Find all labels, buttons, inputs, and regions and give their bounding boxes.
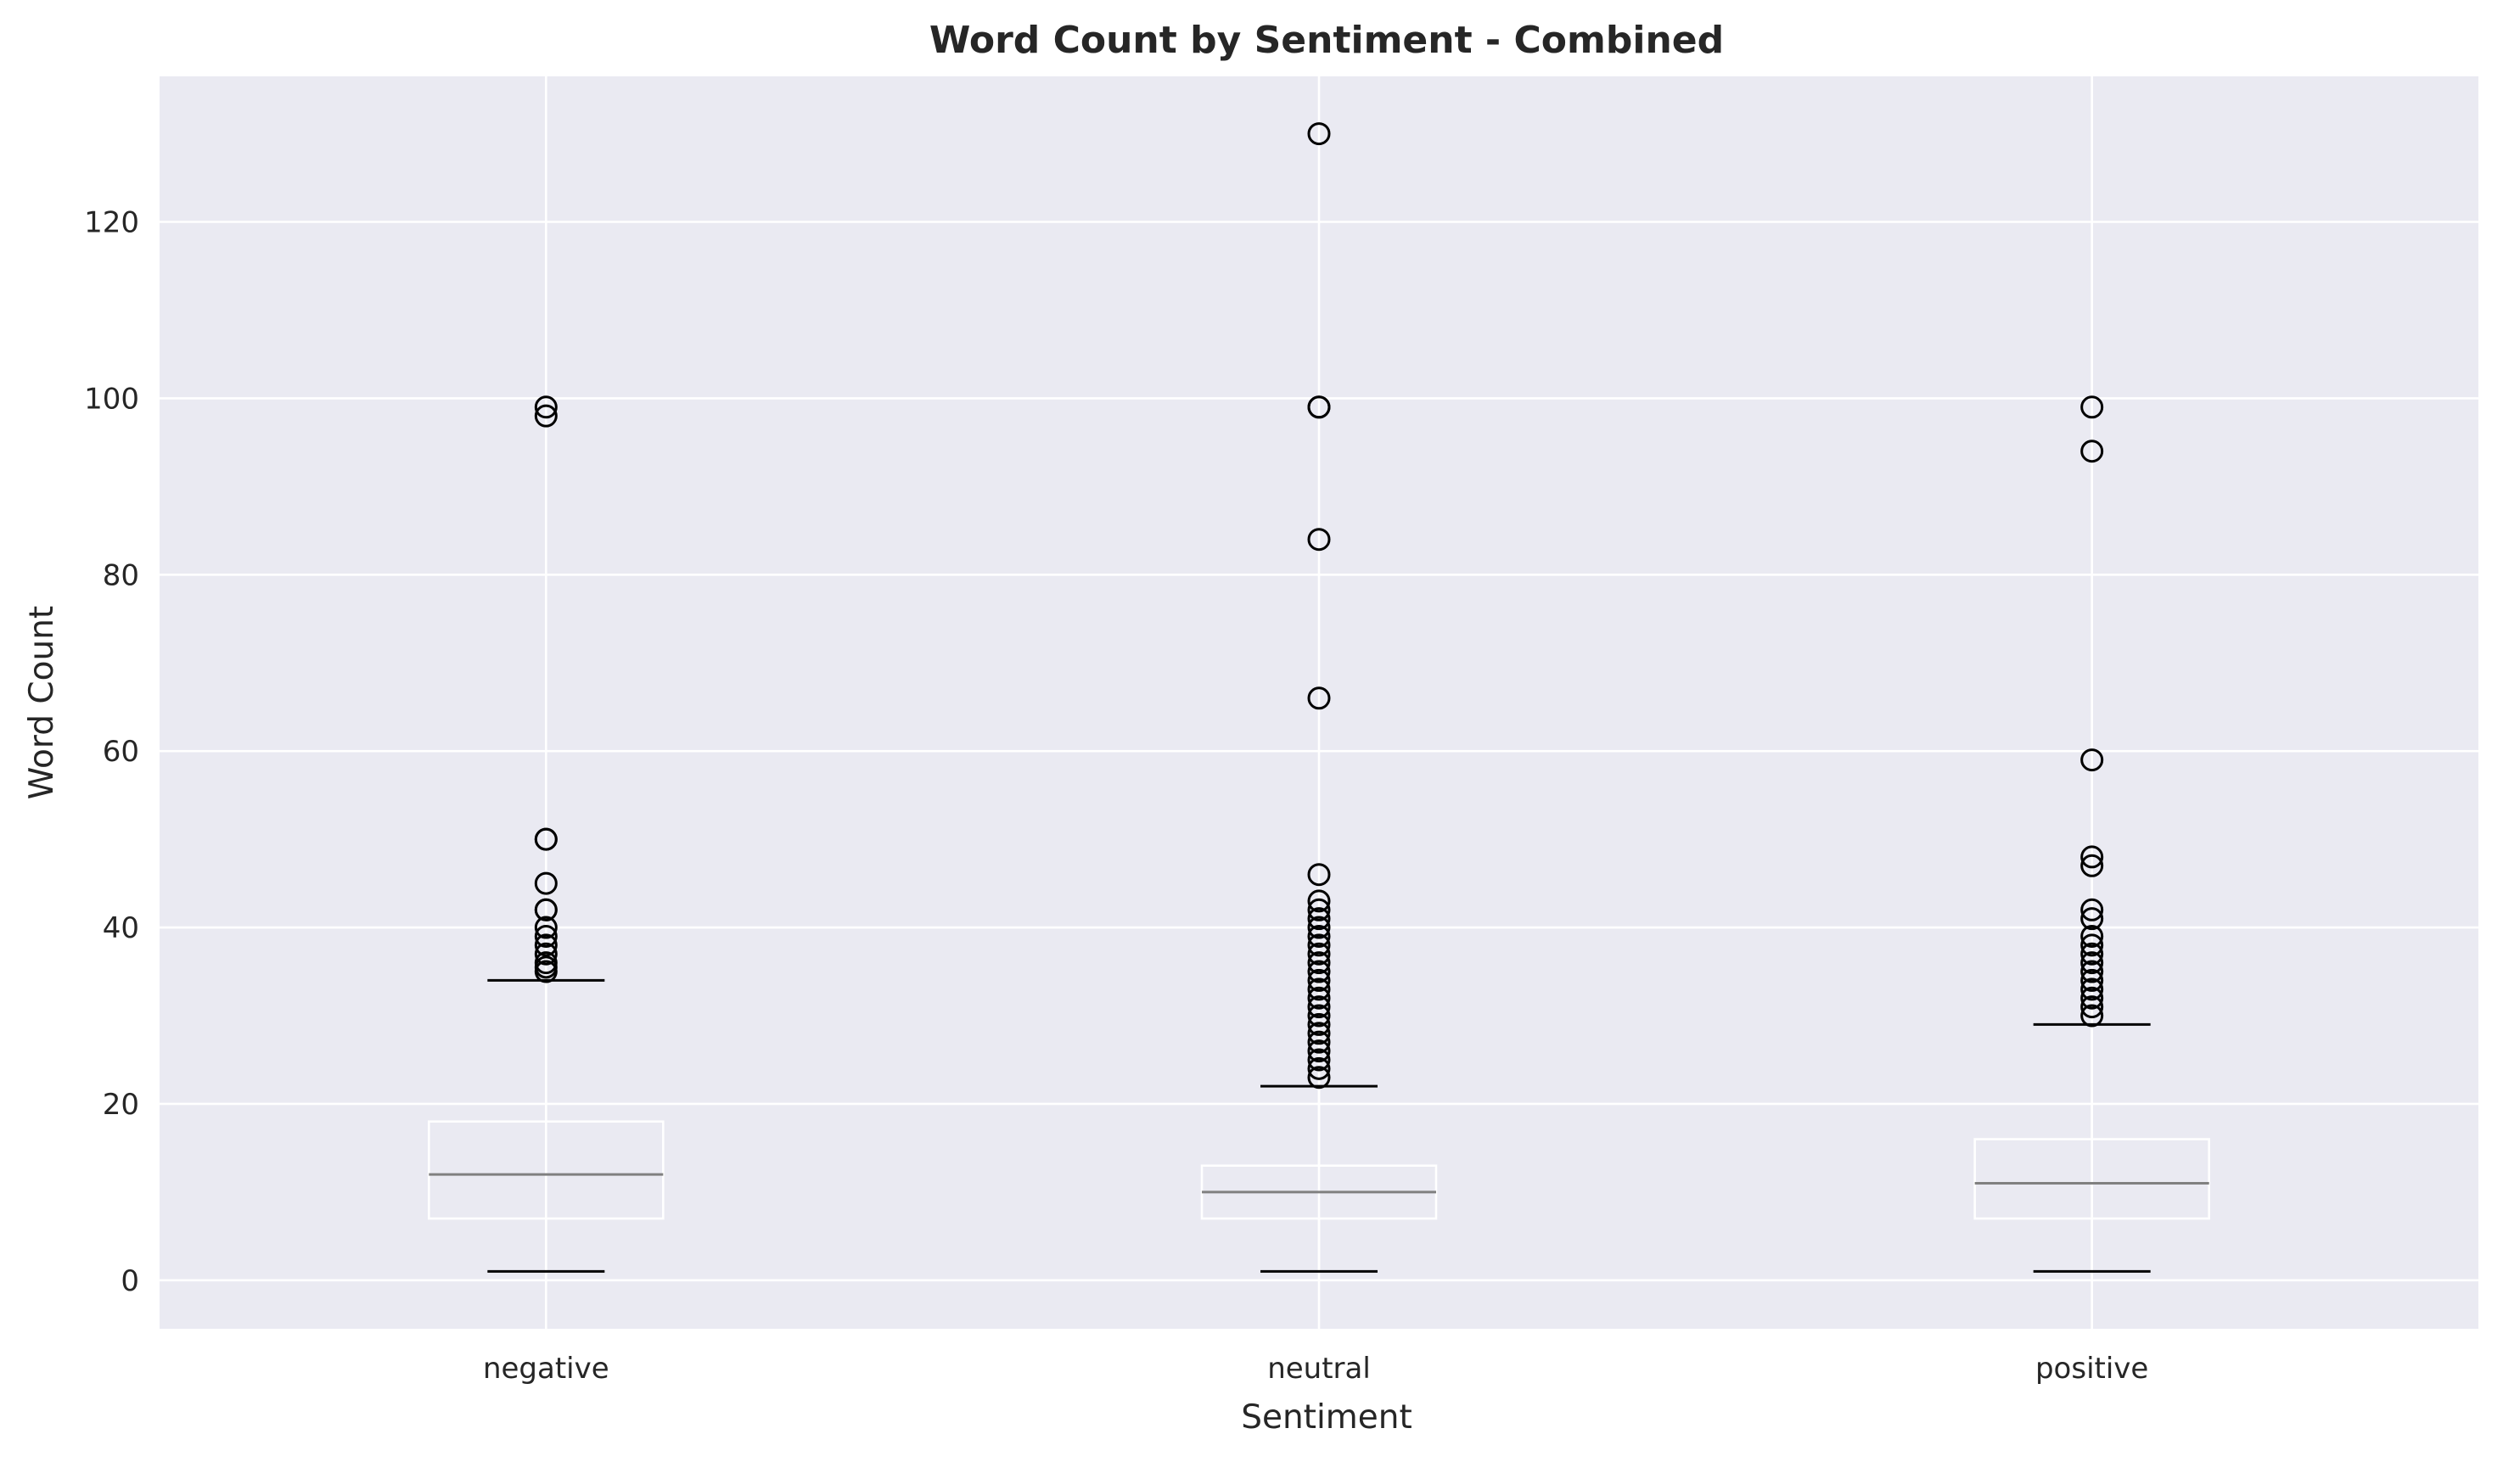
outlier-point bbox=[1307, 1039, 1331, 1063]
outlier-point bbox=[534, 395, 558, 419]
outlier-point bbox=[2080, 933, 2104, 957]
outlier-point bbox=[1307, 1022, 1331, 1045]
outlier-point bbox=[534, 404, 558, 428]
iqr-box bbox=[428, 1120, 665, 1220]
boxplot-neutral bbox=[1200, 122, 1438, 1273]
y-tick-label: 60 bbox=[103, 735, 139, 769]
outlier-point bbox=[2080, 907, 2104, 931]
outlier-point bbox=[534, 942, 558, 966]
outlier-point bbox=[1307, 977, 1331, 1001]
outlier-point bbox=[1307, 924, 1331, 948]
iqr-box bbox=[1973, 1138, 2210, 1220]
y-axis-label: Word Count bbox=[23, 606, 61, 799]
outlier-point bbox=[2080, 942, 2104, 966]
outlier-point bbox=[1307, 916, 1331, 939]
outlier-point bbox=[1307, 395, 1331, 419]
tick-layer: 0 20 40 60 80 100 120 negative neutral positive bbox=[84, 206, 2148, 1386]
outlier-point bbox=[1307, 1030, 1331, 1054]
outlier-point bbox=[1307, 122, 1331, 146]
outlier-point bbox=[2080, 748, 2104, 772]
outlier-point bbox=[534, 916, 558, 939]
outlier-point bbox=[534, 924, 558, 948]
x-tick-label: negative bbox=[483, 1352, 609, 1386]
outlier-point bbox=[1307, 898, 1331, 921]
outlier-point bbox=[1307, 528, 1331, 552]
outlier-point bbox=[1307, 995, 1331, 1019]
outlier-point bbox=[534, 827, 558, 851]
outlier-point bbox=[2080, 977, 2104, 1001]
outlier-point bbox=[2080, 995, 2104, 1019]
outlier-point bbox=[1307, 1004, 1331, 1028]
x-tick-label: neutral bbox=[1267, 1352, 1371, 1386]
outlier-point bbox=[2080, 898, 2104, 921]
boxplot-negative bbox=[428, 395, 665, 1273]
outlier-point bbox=[1307, 1012, 1331, 1036]
chart-title: Word Count by Sentiment - Combined bbox=[929, 19, 1724, 62]
outlier-point bbox=[1307, 889, 1331, 913]
y-tick-label: 100 bbox=[84, 382, 139, 416]
outlier-point bbox=[1307, 986, 1331, 1010]
boxplot-positive bbox=[1973, 395, 2210, 1273]
outlier-point bbox=[2080, 968, 2104, 992]
y-tick-label: 0 bbox=[121, 1264, 139, 1298]
outlier-point bbox=[1307, 1066, 1331, 1089]
y-tick-label: 80 bbox=[103, 558, 139, 592]
outlier-point bbox=[1307, 942, 1331, 966]
outlier-point bbox=[2080, 440, 2104, 463]
outlier-point bbox=[534, 871, 558, 895]
outlier-point bbox=[2080, 951, 2104, 975]
outlier-point bbox=[1307, 951, 1331, 975]
outlier-point bbox=[1307, 1056, 1331, 1080]
outlier-point bbox=[1307, 907, 1331, 931]
outlier-point bbox=[1307, 960, 1331, 983]
outlier-point bbox=[1307, 686, 1331, 710]
y-tick-label: 40 bbox=[103, 911, 139, 945]
outlier-point bbox=[534, 951, 558, 975]
outlier-point bbox=[1307, 933, 1331, 957]
box-layer bbox=[428, 122, 2210, 1273]
outlier-point bbox=[534, 933, 558, 957]
outlier-point bbox=[2080, 924, 2104, 948]
outlier-point bbox=[2080, 960, 2104, 983]
outlier-point bbox=[1307, 1048, 1331, 1072]
outlier-point bbox=[1307, 863, 1331, 887]
outlier-point bbox=[2080, 986, 2104, 1010]
x-tick-label: positive bbox=[2035, 1352, 2148, 1386]
outlier-point bbox=[2080, 1004, 2104, 1028]
outlier-point bbox=[2080, 845, 2104, 869]
outlier-point bbox=[2080, 395, 2104, 419]
outlier-point bbox=[2080, 854, 2104, 877]
y-tick-label: 120 bbox=[84, 206, 139, 240]
y-tick-label: 20 bbox=[103, 1088, 139, 1122]
x-axis-label: Sentiment bbox=[1241, 1398, 1412, 1437]
outlier-point bbox=[534, 898, 558, 921]
outlier-point bbox=[1307, 968, 1331, 992]
